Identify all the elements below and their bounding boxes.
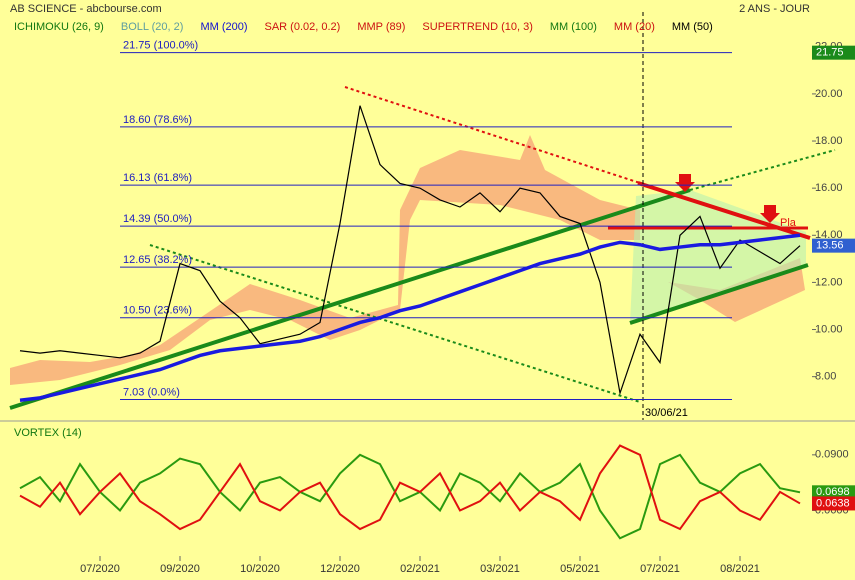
y-tick-label: 0.0900 [815, 449, 849, 461]
ichimoku-cloud [10, 135, 640, 385]
chart-title: AB SCIENCE - abcbourse.com [10, 3, 162, 15]
price-tag [812, 485, 855, 500]
legend-entry: MM (200) [200, 21, 247, 33]
x-tick-label: 07/2020 [80, 563, 120, 575]
x-tick-label: 08/2021 [720, 563, 760, 575]
x-tick-label: 02/2021 [400, 563, 440, 575]
trendline [149, 244, 641, 403]
series-line [19, 453, 801, 540]
fib-label: 18.60 (78.6%) [123, 114, 192, 126]
legend-entry: ICHIMOKU (26, 9) [14, 21, 104, 33]
price-tag-label: 21.75 [816, 47, 844, 59]
x-tick-label: 09/2020 [160, 563, 200, 575]
x-tick-label: 03/2021 [480, 563, 520, 575]
fib-label: 16.13 (61.8%) [123, 172, 192, 184]
price-tag [812, 496, 855, 511]
price-tag-label: 0.0698 [816, 486, 850, 498]
decorations [0, 12, 855, 422]
trendline [689, 149, 836, 191]
y-tick-label: 16.00 [815, 182, 843, 194]
panel-title: VORTEX (14) [14, 427, 82, 439]
fib-label: 14.39 (50.0%) [123, 213, 192, 225]
y-tick-label: 12.00 [815, 276, 843, 288]
legend-entry: BOLL (20, 2) [121, 21, 184, 33]
legend-entry: MM (50) [672, 21, 713, 33]
series-line [19, 105, 801, 396]
price-tag-label: 13.56 [816, 240, 844, 252]
x-tick-label: 10/2020 [240, 563, 280, 575]
chart-subtitle: 2 ANS - JOUR [739, 3, 810, 15]
y-tick-label: 20.00 [815, 88, 843, 100]
y-tick-label: 10.00 [815, 323, 843, 335]
x-tick-label: 07/2021 [640, 563, 680, 575]
fib-label: 10.50 (23.6%) [123, 305, 192, 317]
price-tag [812, 45, 855, 60]
arrow [675, 174, 695, 192]
annotation: Pla [780, 217, 797, 229]
y-tick-label: 8.00 [815, 371, 836, 383]
legend-entry: SAR (0.02, 0.2) [265, 21, 341, 33]
legend-entry: SUPERTREND (10, 3) [422, 21, 532, 33]
x-tick-label: 05/2021 [560, 563, 600, 575]
annotation: 30/06/21 [645, 407, 688, 419]
fib-label: 21.75 (100.0%) [123, 40, 198, 52]
fib-label: 7.03 (0.0%) [123, 386, 180, 398]
y-tick-label: 14.00 [815, 229, 843, 241]
price-tag [812, 238, 855, 253]
fib-label: 12.65 (38.2%) [123, 254, 192, 266]
price-tag-label: 0.0638 [816, 497, 850, 509]
x-tick-label: 12/2020 [320, 563, 360, 575]
trendline [629, 263, 809, 325]
series-line [19, 233, 801, 402]
series-line [19, 444, 801, 531]
legend-entry: MM (20) [614, 21, 655, 33]
arrow [760, 205, 780, 223]
legend-entry: MMP (89) [357, 21, 405, 33]
y-tick-label: 18.00 [815, 135, 843, 147]
trendline [344, 86, 641, 184]
legend-entry: MM (100) [550, 21, 597, 33]
